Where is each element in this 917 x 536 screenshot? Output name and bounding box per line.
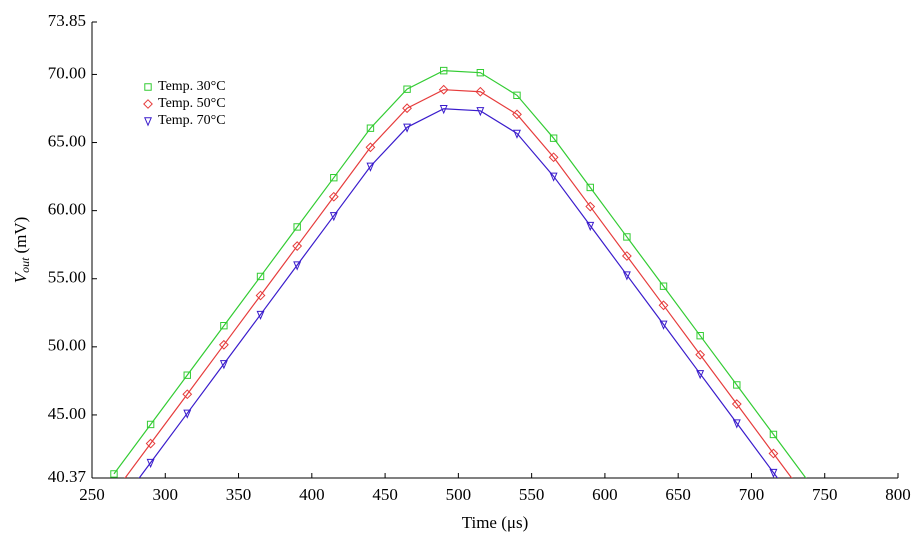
- y-label-unit: (mV): [11, 217, 30, 254]
- data-point: [220, 322, 228, 330]
- x-tick-label: 650: [665, 485, 691, 504]
- x-tick-label: 600: [592, 485, 618, 504]
- data-point: [328, 191, 339, 202]
- data-point: [733, 381, 741, 389]
- data-point: [182, 389, 193, 400]
- data-point: [695, 349, 706, 360]
- data-point: [110, 489, 118, 497]
- data-point: [586, 221, 595, 232]
- data-point: [365, 142, 376, 153]
- x-tick-label: 550: [519, 485, 545, 504]
- data-point: [145, 438, 156, 449]
- x-tick-label: 500: [446, 485, 472, 504]
- x-axis-label: Time (μs): [462, 513, 529, 532]
- y-tick-label: 45.00: [48, 404, 86, 423]
- legend-label: Temp. 50°C: [158, 96, 226, 111]
- legend-marker: [144, 117, 152, 127]
- data-point: [146, 458, 155, 469]
- data-point: [292, 241, 303, 251]
- y-tick-label: 65.00: [48, 131, 86, 150]
- series-line: [124, 89, 793, 478]
- data-point: [438, 84, 449, 95]
- data-point: [769, 430, 778, 439]
- data-point: [366, 124, 375, 132]
- series-line: [138, 108, 779, 478]
- data-point: [293, 261, 302, 271]
- data-point: [183, 371, 191, 379]
- x-tick-label: 450: [372, 485, 398, 504]
- data-point: [513, 91, 521, 99]
- legend: Temp. 30°C Temp. 50°C Temp. 70°C: [143, 79, 226, 128]
- data-point: [219, 360, 228, 370]
- data-point: [256, 310, 265, 321]
- data-point: [769, 468, 778, 478]
- y-axis-label: Vout (mV): [11, 217, 32, 284]
- legend-marker: [143, 99, 153, 109]
- data-point: [548, 152, 559, 163]
- data-point: [183, 409, 192, 419]
- y-tick-label: 70.00: [48, 63, 86, 82]
- data-point: [111, 509, 117, 516]
- x-tick-label: 800: [885, 485, 911, 504]
- data-point: [622, 271, 631, 281]
- data-point: [366, 162, 375, 172]
- x-tick-label: 250: [79, 485, 105, 504]
- data-point: [623, 233, 631, 241]
- legend-marker: [144, 83, 152, 91]
- data-point: [658, 300, 669, 311]
- data-point: [512, 109, 522, 120]
- data-point: [330, 173, 338, 182]
- data-point: [403, 85, 411, 93]
- data-point: [621, 251, 632, 261]
- data-point: [293, 223, 301, 231]
- data-point: [585, 201, 596, 212]
- x-tick-label: 400: [299, 485, 325, 504]
- data-point: [659, 282, 668, 290]
- y-tick-label: 73.85: [48, 11, 86, 30]
- x-tick-label: 700: [739, 485, 765, 504]
- data-point: [731, 399, 742, 409]
- data-point: [549, 172, 558, 182]
- data-point: [659, 320, 668, 330]
- y-label-symbol: V: [11, 270, 30, 283]
- y-tick-label: 50.00: [48, 336, 86, 355]
- data-point: [403, 123, 412, 133]
- plot-area: [110, 66, 813, 526]
- data-point: [476, 107, 485, 117]
- data-point: [549, 134, 558, 142]
- series-line: [113, 70, 807, 478]
- legend-label: Temp. 30°C: [158, 79, 226, 94]
- data-point: [255, 290, 266, 301]
- x-tick-label: 750: [812, 485, 838, 504]
- x-tick-label: 300: [153, 485, 179, 504]
- data-point: [696, 331, 704, 340]
- data-point: [513, 129, 521, 139]
- data-point: [439, 105, 448, 115]
- x-tick-label: 350: [226, 485, 252, 504]
- legend-label: Temp. 70°C: [158, 113, 226, 128]
- y-tick-label: 60.00: [48, 200, 86, 219]
- data-point: [475, 86, 486, 97]
- data-point: [768, 448, 779, 459]
- data-point: [440, 66, 448, 75]
- data-point: [732, 419, 741, 429]
- data-point: [476, 68, 485, 77]
- y-tick-label: 40.37: [48, 467, 87, 486]
- data-point: [110, 470, 118, 478]
- data-point: [586, 183, 594, 192]
- y-label-subscript: out: [18, 257, 32, 273]
- data-point: [402, 103, 412, 114]
- data-point: [696, 370, 705, 380]
- y-tick-label: 55.00: [48, 268, 86, 287]
- data-point: [329, 212, 338, 222]
- data-point: [256, 272, 265, 281]
- data-point: [218, 339, 229, 350]
- data-point: [807, 519, 813, 526]
- data-point: [146, 420, 155, 429]
